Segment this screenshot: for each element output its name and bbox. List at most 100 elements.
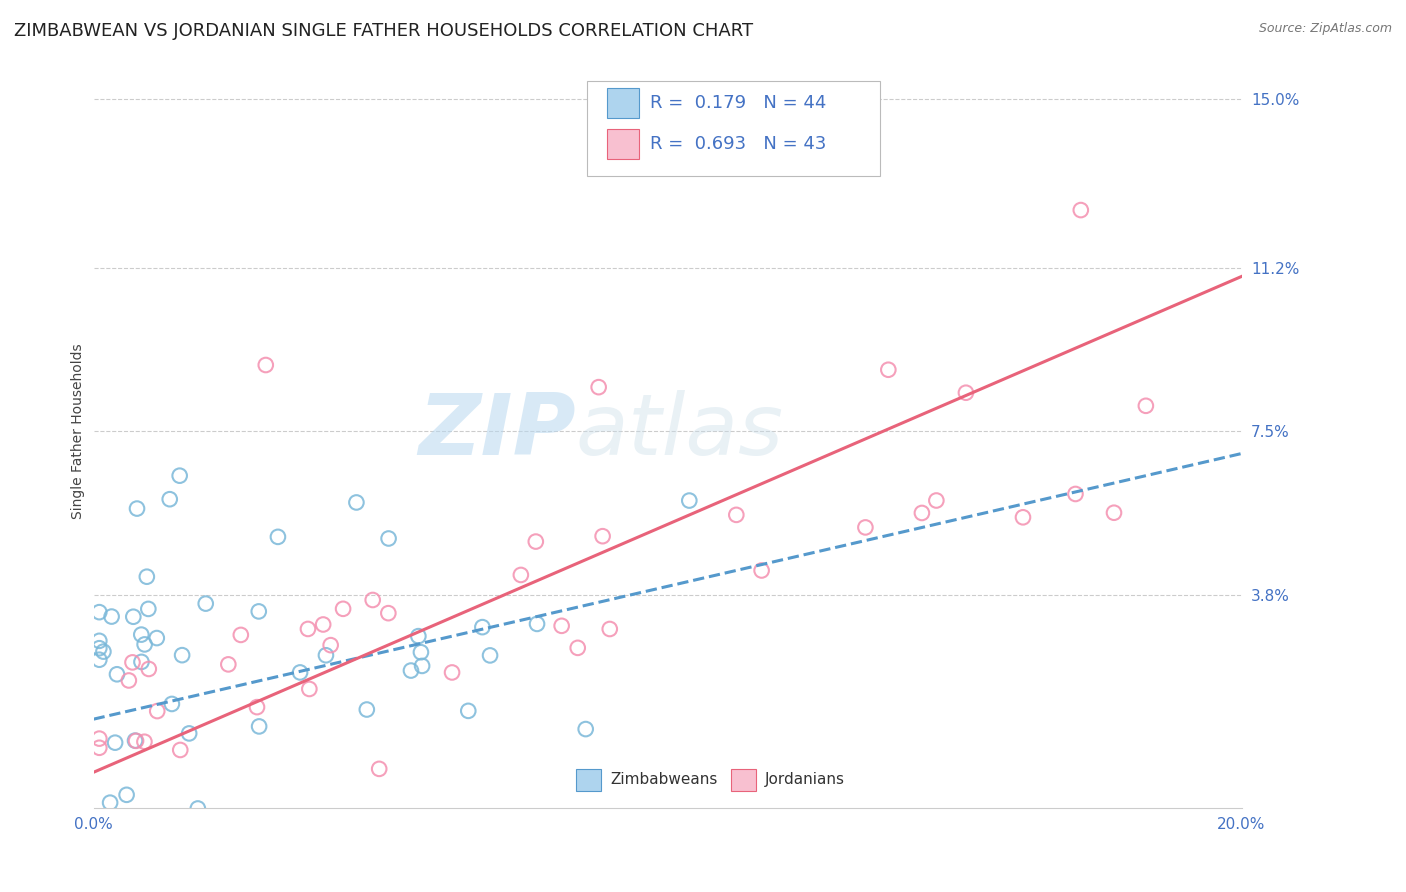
Point (361, 593, 384, 607)
FancyBboxPatch shape (607, 128, 638, 159)
Point (955, 385, 977, 400)
Point (124, 733, 146, 747)
Point (134, 735, 156, 749)
Point (247, 604, 270, 618)
Point (315, 648, 337, 663)
Point (725, 508, 748, 522)
Point (122, 609, 145, 624)
Point (246, 700, 269, 714)
Point (89, 653, 111, 667)
Point (93, 645, 115, 659)
Point (169, 743, 191, 757)
Point (115, 788, 138, 802)
Point (89, 605, 111, 619)
Point (217, 657, 239, 672)
Point (911, 506, 934, 520)
Point (332, 602, 354, 616)
Point (89, 740, 111, 755)
Point (125, 734, 148, 748)
Y-axis label: Single Father Households: Single Father Households (72, 343, 86, 519)
Point (855, 520, 877, 534)
Point (187, 801, 209, 815)
Point (751, 564, 773, 578)
Point (135, 570, 157, 584)
FancyBboxPatch shape (575, 769, 600, 791)
Point (1064, 487, 1087, 501)
Point (89, 731, 111, 746)
Point (409, 645, 432, 659)
Point (89, 641, 111, 656)
Point (159, 492, 181, 507)
Point (678, 493, 700, 508)
Point (194, 597, 217, 611)
Point (134, 637, 156, 651)
Point (925, 493, 948, 508)
Point (129, 627, 152, 641)
Point (169, 468, 191, 483)
Point (479, 648, 502, 663)
Point (377, 532, 399, 546)
FancyBboxPatch shape (588, 81, 880, 176)
Point (377, 606, 399, 620)
Point (877, 363, 900, 377)
FancyBboxPatch shape (731, 769, 756, 791)
Point (457, 704, 479, 718)
Point (98, 796, 121, 810)
Point (288, 665, 311, 680)
Point (592, 529, 614, 543)
Point (441, 665, 464, 680)
Point (146, 704, 169, 718)
Point (411, 659, 433, 673)
FancyBboxPatch shape (607, 88, 638, 118)
Point (138, 602, 160, 616)
Point (297, 622, 319, 636)
Text: ZIMBABWEAN VS JORDANIAN SINGLE FATHER HOUSEHOLDS CORRELATION CHART: ZIMBABWEAN VS JORDANIAN SINGLE FATHER HO… (14, 22, 754, 40)
Point (399, 664, 422, 678)
Point (91, 838, 114, 853)
Point (89, 633, 111, 648)
Point (567, 640, 589, 655)
Point (509, 568, 531, 582)
Text: Source: ZipAtlas.com: Source: ZipAtlas.com (1258, 22, 1392, 36)
Point (346, 495, 368, 509)
Point (408, 629, 430, 643)
Point (319, 638, 342, 652)
Point (229, 628, 252, 642)
Point (1102, 506, 1125, 520)
Point (575, 722, 598, 736)
Point (588, 380, 610, 394)
Point (526, 616, 548, 631)
Point (118, 673, 141, 688)
Point (104, 736, 127, 750)
Point (100, 609, 122, 624)
Point (146, 631, 169, 645)
Point (524, 534, 547, 549)
Point (550, 619, 572, 633)
Point (368, 762, 391, 776)
Text: Jordanians: Jordanians (765, 772, 845, 788)
Point (1070, 203, 1092, 218)
Point (105, 667, 128, 681)
Point (312, 617, 335, 632)
Point (599, 622, 621, 636)
Point (471, 620, 494, 634)
Point (160, 697, 183, 711)
Point (172, 648, 194, 662)
Point (267, 530, 290, 544)
Text: R =  0.693   N = 43: R = 0.693 N = 43 (651, 135, 827, 153)
Point (143, 840, 166, 855)
Text: Zimbabweans: Zimbabweans (610, 772, 717, 788)
Text: ZIP: ZIP (418, 390, 575, 473)
Point (356, 702, 378, 716)
Text: atlas: atlas (575, 390, 783, 473)
Point (298, 681, 321, 696)
Point (179, 726, 201, 740)
Point (254, 358, 277, 372)
Point (1012, 510, 1035, 524)
Point (247, 719, 270, 733)
Text: R =  0.179   N = 44: R = 0.179 N = 44 (651, 94, 827, 112)
Point (1135, 399, 1157, 413)
Point (138, 662, 160, 676)
Point (131, 655, 153, 669)
Point (121, 656, 143, 670)
